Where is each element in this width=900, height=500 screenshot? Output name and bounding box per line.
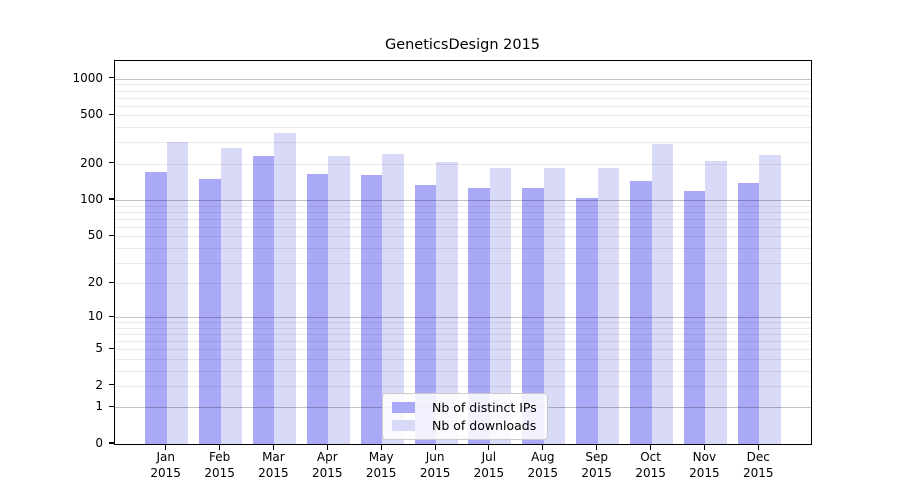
bar-nb-of-downloads-jul <box>489 168 512 444</box>
x-tick-label-jul: Jul 2015 <box>473 450 505 480</box>
x-tick-may <box>380 445 382 450</box>
x-tick-mar <box>272 445 274 450</box>
x-tick-sep <box>596 445 598 450</box>
bar-nb-of-downloads-jun <box>436 162 458 444</box>
bar-nb-of-distinct-ips-may <box>360 175 383 444</box>
chart-title: GeneticsDesign 2015 <box>384 37 541 53</box>
bar-nb-of-downloads-feb <box>220 147 243 444</box>
x-tick-jul <box>488 445 490 450</box>
y-tick-100 <box>109 198 114 200</box>
y-tick-label-20: 20 <box>87 275 103 290</box>
legend-label-downloads: Nb of downloads <box>432 418 537 433</box>
y-tick-50 <box>109 234 114 236</box>
bar-nb-of-downloads-mar <box>274 132 296 444</box>
x-tick-jun <box>434 445 436 450</box>
y-tick-label-50: 50 <box>87 228 103 243</box>
bar-nb-of-distinct-ips-apr <box>306 173 329 444</box>
bar-nb-of-distinct-ips-aug <box>522 187 544 444</box>
y-tick-label-5: 5 <box>95 341 103 356</box>
bar-nb-of-downloads-oct <box>651 144 674 444</box>
x-tick-label-feb: Feb 2015 <box>204 450 235 480</box>
x-tick-label-oct: Oct 2015 <box>635 450 666 480</box>
bar-nb-of-distinct-ips-sep <box>576 197 598 444</box>
bar-nb-of-distinct-ips-mar <box>252 156 275 444</box>
x-tick-label-dec: Dec 2015 <box>743 450 774 480</box>
y-tick-10 <box>109 315 114 317</box>
x-tick-label-may: May 2015 <box>365 450 397 480</box>
bar-nb-of-downloads-may <box>382 154 404 444</box>
x-tick-aug <box>542 445 544 450</box>
y-tick-0 <box>109 442 114 444</box>
bar-nb-of-downloads-aug <box>543 168 566 444</box>
y-tick-label-2: 2 <box>95 377 103 392</box>
y-tick-20 <box>109 281 114 283</box>
y-tick-label-100: 100 <box>80 192 103 206</box>
bar-nb-of-downloads-jan <box>166 142 189 444</box>
x-tick-oct <box>650 445 652 450</box>
bar-nb-of-downloads-apr <box>328 156 350 444</box>
bar-nb-of-distinct-ips-jun <box>414 185 437 444</box>
legend-row-downloads: Nb of downloads <box>392 418 537 433</box>
bar-nb-of-distinct-ips-oct <box>630 181 652 444</box>
legend-label-distinct-ips: Nb of distinct IPs <box>432 400 537 415</box>
y-tick-5 <box>109 347 114 349</box>
x-tick-label-jan: Jan 2015 <box>150 450 181 480</box>
y-tick-label-1000: 1000 <box>72 70 103 85</box>
y-tick-label-0: 0 <box>95 436 103 450</box>
bar-nb-of-downloads-sep <box>597 167 620 444</box>
x-tick-label-aug: Aug 2015 <box>527 450 559 480</box>
y-tick-label-200: 200 <box>80 155 103 170</box>
bar-nb-of-distinct-ips-jul <box>468 187 490 444</box>
y-tick-1 <box>109 405 114 407</box>
y-tick-label-500: 500 <box>80 107 103 122</box>
x-tick-label-apr: Apr 2015 <box>312 450 343 480</box>
bars-layer <box>115 61 811 444</box>
y-tick-1000 <box>109 77 114 79</box>
y-tick-label-1: 1 <box>95 399 103 414</box>
x-tick-label-mar: Mar 2015 <box>258 450 289 480</box>
legend: Nb of distinct IPs Nb of downloads <box>382 393 548 440</box>
bar-nb-of-downloads-dec <box>759 154 781 444</box>
y-tick-200 <box>109 162 114 164</box>
x-tick-label-nov: Nov 2015 <box>689 450 720 480</box>
plot-area: Nb of distinct IPs Nb of downloads <box>114 60 812 445</box>
bar-nb-of-distinct-ips-dec <box>737 183 760 444</box>
legend-swatch-downloads <box>392 420 415 431</box>
y-tick-label-10: 10 <box>87 309 103 324</box>
x-tick-feb <box>219 445 221 450</box>
y-tick-500 <box>109 113 114 115</box>
x-tick-nov <box>703 445 705 450</box>
bar-nb-of-downloads-nov <box>705 161 727 444</box>
x-tick-jan <box>165 445 167 450</box>
bar-nb-of-distinct-ips-nov <box>683 190 706 444</box>
bar-nb-of-distinct-ips-feb <box>199 178 221 444</box>
x-tick-apr <box>326 445 328 450</box>
x-tick-label-sep: Sep 2015 <box>581 450 612 480</box>
x-tick-label-jun: Jun 2015 <box>419 450 451 480</box>
y-tick-2 <box>109 384 114 386</box>
x-tick-dec <box>757 445 759 450</box>
bar-nb-of-distinct-ips-jan <box>145 172 167 444</box>
legend-row-distinct-ips: Nb of distinct IPs <box>392 400 537 415</box>
legend-swatch-distinct-ips <box>392 402 415 413</box>
